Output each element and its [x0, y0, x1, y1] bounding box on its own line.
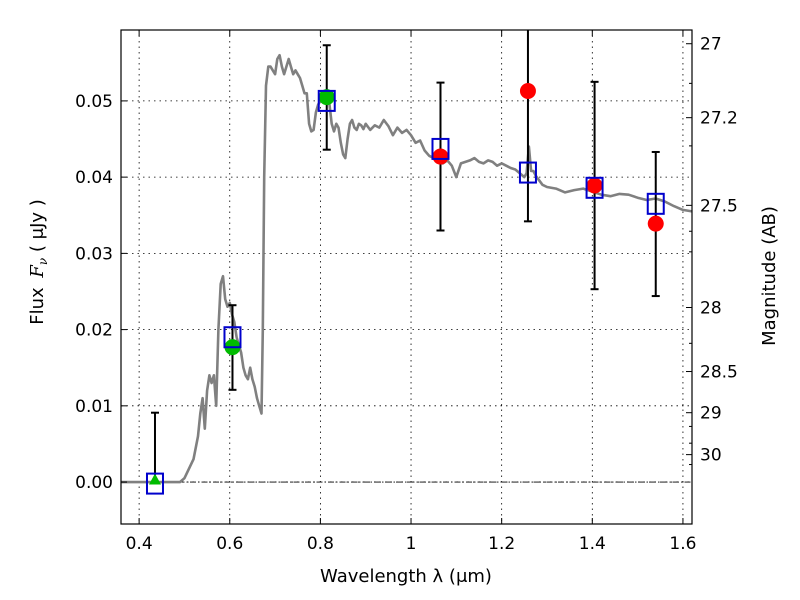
data-point-circle: [586, 177, 603, 194]
x-tick-label: 1.2: [488, 534, 515, 554]
errorbar-layer: [150, 30, 660, 484]
x-tick-label: 1: [406, 534, 417, 554]
model-photometry-square: [223, 326, 242, 349]
y2-tick-label: 29: [700, 404, 722, 424]
upper-limit-triangle: [148, 473, 161, 485]
y2-tick-label: 28: [700, 298, 722, 318]
model-photometry-square: [145, 472, 164, 495]
x-tick-label: 0.4: [126, 534, 153, 554]
y2-tick-label: 30: [700, 446, 722, 466]
data-point-circle: [432, 148, 449, 165]
y2-axis: 27 27.2 27.5 28 28.5 29 30: [686, 35, 738, 466]
y-axis-title-math: F: [27, 264, 48, 279]
y-axis: 0.00 0.01 0.02 0.03 0.04 0.05: [75, 92, 127, 493]
y-axis-title: Flux Fν ( μJy ): [27, 199, 50, 325]
spectrum-line: [121, 53, 693, 484]
errorbar: [150, 411, 159, 484]
x-tick-label: 1.6: [669, 534, 696, 554]
data-point-circle: [647, 215, 664, 232]
model-photometry-square: [317, 89, 336, 112]
y-tick-label: 0.03: [75, 244, 113, 264]
data-point-circle: [519, 82, 536, 99]
y2-axis-title: Magnitude (AB): [759, 206, 780, 346]
model-photometry-square: [518, 161, 537, 184]
y-tick-label: 0.02: [75, 321, 113, 341]
model-photometry-square: [646, 192, 665, 215]
y2-tick-label: 28.5: [700, 363, 738, 383]
x-axis: 0.4 0.6 0.8 1 1.2 1.4 1.6: [126, 30, 696, 554]
y-axis-title-subscript: ν: [36, 258, 50, 265]
data-point-circle: [318, 89, 335, 106]
plot-frame: [120, 29, 693, 525]
y-axis-title-suffix: ( μJy ): [27, 199, 48, 258]
model-photometry-square: [431, 137, 450, 160]
y-tick-label: 0.00: [75, 473, 113, 493]
y-tick-label: 0.05: [75, 92, 113, 112]
y-tick-label: 0.04: [75, 168, 113, 188]
x-axis-title: Wavelength λ (μm): [320, 566, 492, 587]
grid: [121, 30, 692, 524]
errorbar: [523, 30, 532, 223]
y2-tick-label: 27: [700, 35, 722, 55]
y-tick-label: 0.01: [75, 397, 113, 417]
marker-layer: [145, 82, 665, 495]
x-tick-label: 1.4: [579, 534, 606, 554]
spectrum-layer: [121, 53, 693, 484]
y2-tick-label: 27.2: [700, 109, 738, 129]
x-tick-label: 0.8: [307, 534, 334, 554]
model-photometry-square: [585, 176, 604, 199]
x-tick-label: 0.6: [216, 534, 243, 554]
y2-tick-label: 27.5: [700, 196, 738, 216]
y-axis-title-prefix: Flux: [27, 282, 48, 325]
